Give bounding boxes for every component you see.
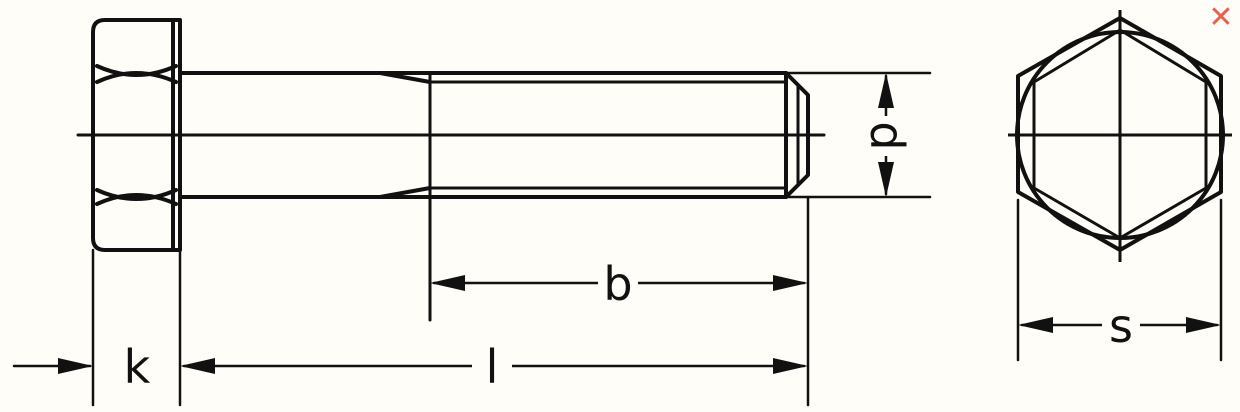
b-label-gap [598, 262, 638, 308]
head-facet-lower [95, 193, 178, 206]
l-arrow-right [773, 358, 808, 374]
k-arrow-right [58, 358, 93, 374]
thread-runout-top [378, 71, 432, 84]
arrowheads [58, 73, 1221, 374]
l-arrow-left [180, 358, 215, 374]
s-label-gap [1102, 306, 1140, 352]
close-icon[interactable]: ✕ [1208, 0, 1234, 35]
b-arrow-right [773, 275, 808, 291]
s-arrow-right [1186, 317, 1221, 333]
l-label-gap [472, 348, 512, 388]
head-outline [91, 18, 182, 252]
label-k: k [124, 340, 151, 394]
label-b: b [603, 257, 632, 311]
extension-lines [91, 71, 1223, 407]
b-arrow-left [430, 275, 465, 291]
s-arrow-left [1018, 317, 1053, 333]
d-arrow-up [878, 73, 894, 108]
bolt-tip [784, 71, 810, 199]
bolt-head [91, 18, 182, 252]
thread-runout-bottom [378, 186, 432, 199]
bolt-shank [178, 71, 810, 322]
head-facet-middle-low [95, 188, 178, 201]
d-label-gap [868, 116, 906, 156]
label-s: s [1109, 299, 1133, 353]
label-l: l [486, 340, 499, 394]
bolt-end-view [1008, 10, 1232, 262]
label-d: d [860, 121, 914, 150]
head-facet-middle [95, 71, 178, 84]
d-arrow-down [878, 162, 894, 197]
